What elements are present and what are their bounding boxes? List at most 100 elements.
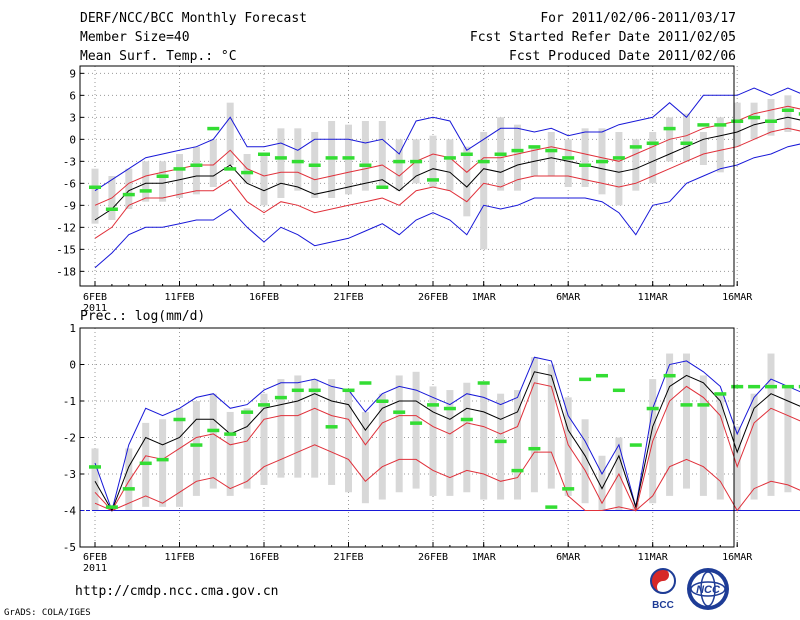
prec-ytick-label: -4 [63, 505, 77, 518]
prec-median-marker [528, 446, 541, 451]
prec-median-marker [731, 384, 744, 389]
prec-median-marker [190, 443, 203, 447]
prec-median-marker [765, 384, 777, 389]
prec-xtick-label: 16FEB [249, 552, 279, 563]
prec-xtick-label: 11FEB [164, 552, 194, 563]
temp-xtick-label: 16FEB [249, 292, 279, 303]
prec-spread-box [784, 386, 792, 493]
prec-spread-box [176, 408, 183, 507]
prec-lower-percentile-line [94, 444, 800, 512]
temp-median-marker [241, 170, 254, 175]
temp-median-marker [427, 178, 439, 182]
chart-title: DERF/NCC/BCC Monthly Forecast [80, 11, 307, 26]
temp-median-marker [629, 145, 642, 149]
prec-spread-box [699, 375, 707, 496]
temp-median-marker [173, 167, 186, 171]
temp-median-marker [714, 123, 727, 127]
ncc-logo: NCC [687, 568, 729, 610]
temp-spread-box [615, 132, 623, 206]
prec-median-marker [274, 395, 287, 400]
prec-median-marker [308, 388, 321, 393]
temp-ensemble-max-line [94, 87, 800, 192]
temp-xtick-year: 2011 [83, 303, 107, 314]
temp-median-marker [291, 159, 304, 164]
temp-lower-percentile-line [94, 127, 800, 239]
temp-spread-box [581, 128, 589, 187]
prec-spread-box [750, 393, 758, 500]
prec-ytick-label: -1 [63, 395, 76, 408]
temp-spread-box [395, 139, 403, 191]
prec-ensemble-max-line [94, 356, 800, 513]
prec-median-marker [376, 399, 389, 403]
temp-ytick-label: -18 [56, 265, 76, 278]
temp-ytick-label: -15 [56, 243, 76, 256]
prec-median-marker [258, 403, 270, 407]
prec-spread-box [345, 390, 352, 493]
temp-median-marker [798, 112, 800, 116]
prec-ytick-label: 0 [69, 359, 76, 372]
prec-spread-box [683, 353, 690, 489]
temp-median-marker [646, 141, 659, 145]
temp-median-marker [122, 192, 135, 197]
prec-median-marker [477, 381, 490, 385]
temp-spread-box [733, 102, 741, 147]
temp-spread-box [226, 102, 234, 165]
prec-median-marker [241, 410, 254, 414]
prec-median-marker [714, 392, 727, 396]
prec-spread-box [666, 353, 674, 496]
source-url[interactable]: http://cmdp.ncc.cma.gov.cn [75, 584, 279, 599]
prec-median-marker [798, 384, 800, 389]
prec-median-marker [105, 505, 118, 509]
temp-xtick-label: 6FEB [83, 292, 107, 303]
prec-spread-box [361, 411, 369, 504]
prec-median-marker [89, 465, 101, 469]
prec-ytick-label: -3 [63, 468, 76, 481]
prec-xtick-label: 21FEB [333, 552, 363, 563]
prec-spread-box [547, 364, 555, 489]
prec-xtick-label: 16MAR [722, 552, 753, 563]
prec-median-marker [291, 388, 304, 393]
temp-median-marker [494, 152, 507, 156]
prec-median-marker [427, 403, 439, 407]
temp-median-marker [376, 185, 389, 189]
temp-median-marker [697, 123, 710, 127]
prec-median-marker [579, 377, 592, 382]
temp-spread-box [547, 132, 555, 176]
temp-median-marker [511, 148, 524, 153]
temp-spread-box [176, 154, 183, 198]
produced-date: Fcst Produced Date 2011/02/06 [509, 49, 736, 64]
temp-upper-percentile-line [94, 105, 800, 206]
temp-spread-box [750, 102, 758, 140]
prec-plot-frame [79, 327, 735, 548]
temp-median-marker [562, 156, 575, 160]
prec-xtick-label: 26FEB [418, 552, 448, 563]
temp-xtick-label: 11FEB [164, 292, 194, 303]
temp-spread-box [514, 124, 521, 191]
temp-median-marker [460, 152, 473, 156]
prec-spread-box [260, 393, 268, 485]
variable-label: Mean Surf. Temp.: °C [80, 49, 237, 64]
temp-xtick-label: 26FEB [418, 292, 448, 303]
logos: BCC NCC [650, 568, 729, 611]
prec-spread-box [243, 408, 251, 489]
prec-median-marker [511, 468, 524, 473]
member-size-label: Member Size=40 [80, 30, 190, 45]
bcc-logo: BCC [650, 568, 676, 611]
precip-title: Prec.: log(mm/d) [80, 309, 206, 324]
prec-spread-box [125, 448, 133, 511]
prec-spread-box [480, 382, 488, 500]
temp-xtick-label: 6MAR [556, 292, 581, 303]
temp-spread-box [142, 161, 150, 202]
prec-median-marker [325, 425, 338, 429]
temp-ytick-label: -3 [63, 155, 76, 168]
prec-spread-box [192, 401, 200, 496]
temp-xtick-label: 1MAR [472, 292, 497, 303]
prec-median-marker [460, 417, 473, 422]
temp-ytick-label: -6 [63, 177, 76, 190]
prec-median-marker [359, 381, 372, 385]
temp-spread-box [125, 168, 133, 209]
temp-median-marker [410, 159, 423, 164]
temp-spread-box [716, 117, 724, 173]
